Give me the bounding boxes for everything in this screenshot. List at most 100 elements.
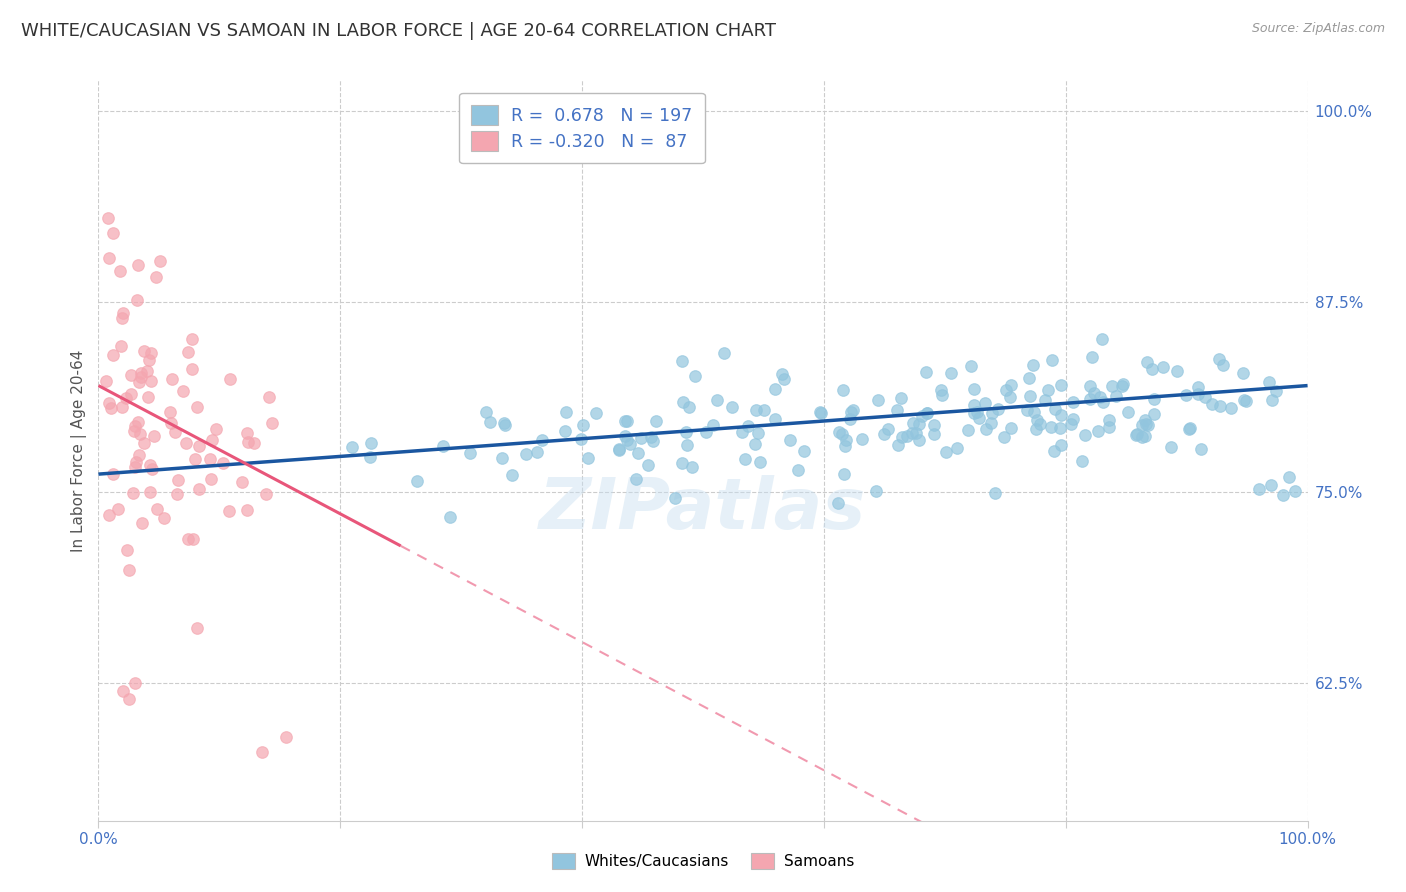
Point	[831, 427, 853, 442]
Point	[439, 510, 461, 524]
Point	[671, 456, 693, 470]
Point	[1208, 399, 1230, 413]
Point	[101, 467, 124, 481]
Point	[624, 472, 647, 486]
Point	[963, 398, 986, 412]
Point	[1018, 370, 1040, 384]
Point	[1026, 413, 1049, 427]
Point	[787, 463, 810, 477]
Point	[98, 508, 121, 522]
Point	[159, 416, 181, 430]
Point	[1136, 355, 1159, 369]
Point	[1284, 483, 1306, 498]
Point	[886, 403, 908, 417]
Point	[695, 425, 717, 439]
Point	[827, 496, 849, 510]
Point	[744, 436, 766, 450]
Point	[956, 423, 979, 437]
Point	[110, 310, 132, 325]
Point	[235, 502, 257, 516]
Point	[167, 473, 190, 487]
Legend: Whites/Caucasians, Samoans: Whites/Caucasians, Samoans	[546, 847, 860, 875]
Point	[340, 440, 363, 454]
Point	[97, 396, 120, 410]
Point	[914, 365, 936, 379]
Point	[132, 344, 155, 359]
Point	[1000, 421, 1022, 435]
Point	[125, 455, 148, 469]
Point	[828, 425, 851, 439]
Point	[929, 383, 952, 397]
Point	[887, 437, 910, 451]
Point	[747, 425, 769, 440]
Point	[1050, 378, 1073, 392]
Point	[630, 431, 652, 445]
Point	[1098, 420, 1121, 434]
Point	[1135, 412, 1157, 426]
Point	[1091, 332, 1114, 346]
Point	[103, 348, 125, 362]
Text: WHITE/CAUCASIAN VS SAMOAN IN LABOR FORCE | AGE 20-64 CORRELATION CHART: WHITE/CAUCASIAN VS SAMOAN IN LABOR FORCE…	[21, 22, 776, 40]
Point	[142, 428, 165, 442]
Point	[993, 430, 1015, 444]
Point	[114, 392, 136, 406]
Point	[1074, 428, 1097, 442]
Point	[901, 417, 924, 431]
Point	[1050, 408, 1073, 422]
Point	[166, 486, 188, 500]
Point	[637, 458, 659, 472]
Point	[835, 434, 858, 448]
Point	[808, 405, 831, 419]
Point	[1265, 384, 1288, 398]
Point	[254, 486, 277, 500]
Point	[721, 400, 744, 414]
Point	[966, 405, 988, 419]
Point	[1219, 401, 1241, 415]
Point	[960, 359, 983, 373]
Point	[841, 402, 863, 417]
Point	[139, 458, 162, 472]
Point	[734, 452, 756, 467]
Point	[946, 442, 969, 456]
Point	[526, 445, 548, 459]
Point	[1178, 421, 1201, 435]
Point	[200, 472, 222, 486]
Point	[1258, 376, 1281, 390]
Point	[1177, 422, 1199, 436]
Point	[554, 424, 576, 438]
Point	[1133, 429, 1156, 443]
Point	[218, 372, 240, 386]
Point	[640, 430, 662, 444]
Point	[127, 293, 149, 307]
Point	[702, 418, 724, 433]
Point	[1135, 417, 1157, 431]
Point	[1033, 393, 1056, 408]
Point	[218, 504, 240, 518]
Point	[141, 461, 163, 475]
Point	[1022, 359, 1045, 373]
Point	[1081, 350, 1104, 364]
Point	[1090, 390, 1112, 404]
Point	[1049, 421, 1071, 435]
Point	[963, 406, 986, 420]
Point	[609, 442, 631, 456]
Point	[614, 429, 637, 443]
Point	[1036, 383, 1059, 397]
Point	[177, 532, 200, 546]
Point	[1125, 427, 1147, 442]
Point	[159, 405, 181, 419]
Point	[1143, 392, 1166, 407]
Point	[613, 414, 636, 428]
Point	[745, 403, 768, 417]
Point	[127, 258, 149, 272]
Point	[211, 456, 233, 470]
Point	[110, 400, 132, 414]
Point	[896, 428, 918, 442]
Point	[250, 745, 273, 759]
Point	[1112, 376, 1135, 391]
Point	[129, 366, 152, 380]
Point	[491, 451, 513, 466]
Point	[101, 226, 124, 240]
Point	[731, 425, 754, 439]
Legend: R =  0.678   N = 197, R = -0.320   N =  87: R = 0.678 N = 197, R = -0.320 N = 87	[460, 93, 704, 163]
